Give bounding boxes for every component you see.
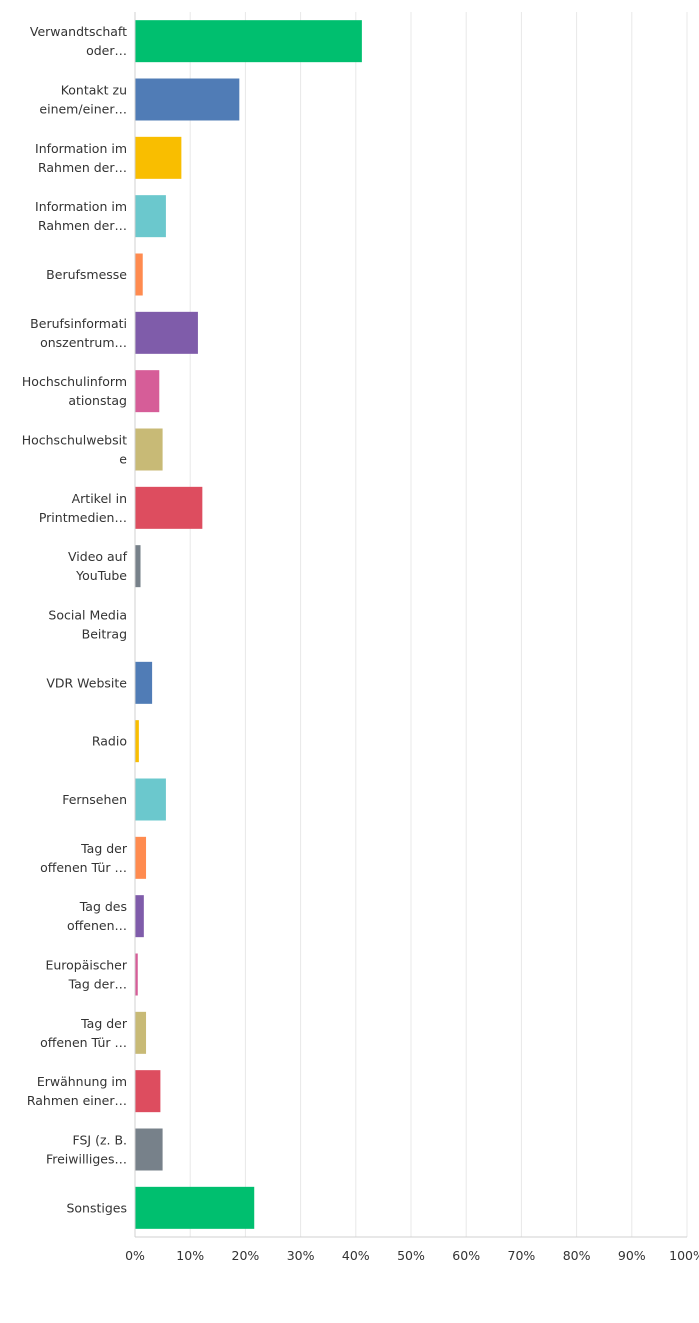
bar: [135, 1186, 255, 1229]
category-label: Social Media Beitrag: [48, 608, 127, 642]
bar: [135, 486, 203, 529]
bar: [135, 545, 141, 588]
bar: [135, 136, 182, 179]
category-label: Information im Rahmen der…: [35, 199, 127, 233]
x-tick-label: 100%: [669, 1248, 699, 1263]
x-tick-label: 20%: [232, 1248, 260, 1263]
category-label: Fernsehen: [62, 792, 127, 807]
category-label: Tag der offenen Tür …: [40, 841, 128, 875]
bar: [135, 428, 163, 471]
x-tick-label: 70%: [508, 1248, 536, 1263]
bar: [135, 953, 138, 996]
category-label: Europäischer Tag der…: [45, 958, 127, 992]
x-tick-label: 0%: [125, 1248, 145, 1263]
category-label: Sonstiges: [66, 1200, 127, 1215]
bar: [135, 253, 143, 296]
category-label: Berufsinformati onszentrum…: [30, 316, 127, 350]
category-label: Kontakt zu einem/einer…: [39, 83, 127, 117]
bar: [135, 78, 240, 121]
category-label: Erwähnung im Rahmen einer…: [27, 1074, 127, 1108]
category-label: FSJ (z. B. Freiwilliges…: [46, 1133, 127, 1167]
bar: [135, 195, 166, 238]
bar: [135, 1070, 161, 1113]
bar: [135, 778, 166, 821]
x-tick-label: 80%: [563, 1248, 591, 1263]
category-label: Information im Rahmen der…: [35, 141, 127, 175]
category-label: Tag der offenen Tür …: [40, 1016, 128, 1050]
bar: [135, 720, 139, 763]
x-tick-label: 30%: [287, 1248, 315, 1263]
category-label: VDR Website: [46, 675, 127, 690]
bar: [135, 370, 160, 413]
x-tick-label: 90%: [618, 1248, 646, 1263]
category-label: Hochschulwebsit e: [22, 433, 128, 467]
bar: [135, 20, 362, 63]
x-tick-label: 40%: [342, 1248, 370, 1263]
category-label: Hochschulinform ationstag: [22, 374, 127, 408]
category-label: Verwandtschaft oder…: [30, 24, 127, 58]
x-tick-label: 10%: [176, 1248, 204, 1263]
bar: [135, 661, 153, 704]
category-label: Radio: [92, 734, 127, 749]
category-label: Artikel in Printmedien…: [39, 491, 127, 525]
bar: [135, 836, 147, 879]
category-label: Video auf YouTube: [68, 549, 128, 583]
category-label: Tag des offenen…: [67, 899, 127, 933]
bar: [135, 1128, 163, 1171]
bar: [135, 1011, 147, 1054]
x-tick-label: 60%: [452, 1248, 480, 1263]
bar: [135, 311, 198, 354]
x-tick-label: 50%: [397, 1248, 425, 1263]
bar: [135, 895, 144, 938]
category-label: Berufsmesse: [46, 267, 127, 282]
